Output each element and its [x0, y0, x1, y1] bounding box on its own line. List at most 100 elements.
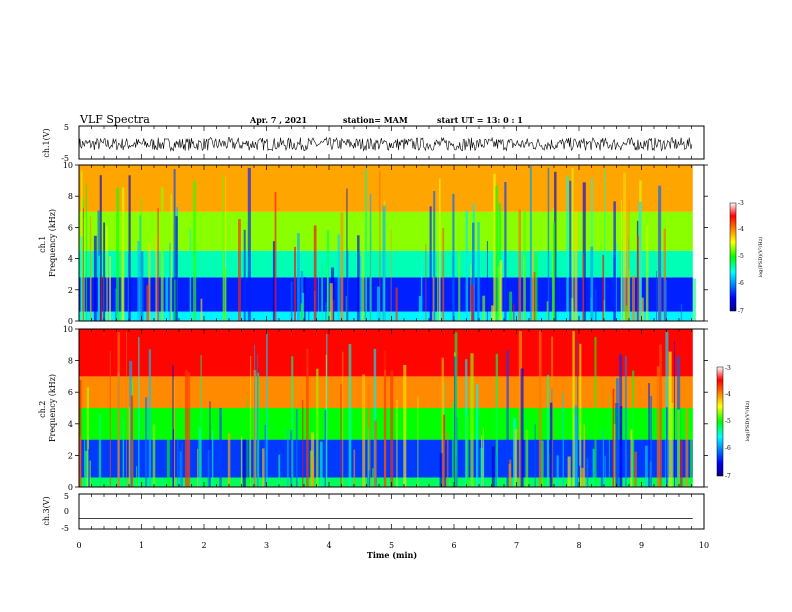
frequency-tick-label: 10 [63, 325, 73, 334]
spectrogram-streak [546, 301, 549, 321]
ch1-spectrogram-panel: 0 2 4 6 8 10 ch.1 Frequency (kHz) -3 -4 -5 -6… [38, 161, 764, 326]
spectrogram-streak [240, 436, 243, 487]
spectrogram-streak [193, 181, 197, 321]
spectrogram-streak [189, 228, 192, 321]
time-tick-label: 8 [576, 541, 581, 550]
spectrogram-streak [491, 305, 494, 321]
spectrogram-streak [499, 260, 503, 321]
spectrogram-streak [493, 173, 496, 321]
spectrogram-streak [207, 450, 211, 487]
spectrogram-streak [140, 251, 144, 321]
spectrogram-streak [103, 222, 105, 321]
spectrogram-streak [608, 393, 610, 487]
spectrogram-streak [518, 209, 521, 321]
spectrogram-streak [126, 331, 127, 487]
spectrogram-streak [482, 427, 484, 487]
spectrogram-streak [582, 182, 586, 321]
spectrogram-streak [223, 268, 227, 321]
ch1-colorbar-tick-m7: -7 [738, 308, 744, 315]
spectrogram-streak [379, 170, 381, 321]
spectrogram-streak [198, 427, 201, 487]
spectrogram-streak [437, 250, 439, 321]
spectrogram-streak [262, 448, 265, 487]
spectrogram-streak [600, 455, 603, 487]
ch1-spectrogram-ylabel: ch.1 Frequency (kHz) [38, 209, 57, 277]
station-label: station= MAM [343, 115, 408, 125]
spectrogram-streak [470, 285, 474, 321]
spectrogram-streak [137, 241, 141, 321]
spectrogram-streak [152, 424, 156, 487]
frequency-tick-label: 2 [68, 286, 73, 295]
spectrogram-streak [674, 341, 675, 487]
spectrogram-streak [541, 440, 544, 487]
spectrogram-streak [177, 437, 179, 487]
spectrogram-streak [294, 246, 296, 321]
ch1-spectrogram-bands [79, 165, 693, 321]
spectrogram-streak [83, 217, 85, 321]
spectrogram-streak [242, 439, 246, 487]
spectrogram-streak [136, 466, 138, 487]
spectrogram-streak [586, 458, 589, 487]
spectrogram-streak [353, 449, 356, 487]
spectrogram-streak [169, 242, 172, 321]
spectrogram-streak [594, 289, 597, 321]
spectrogram-streak [266, 332, 268, 487]
spectrogram-streak [308, 293, 310, 321]
frequency-tick-label: 8 [68, 192, 73, 201]
spectrogram-streak [100, 275, 103, 321]
spectrogram-streak [470, 353, 474, 487]
spectrogram-streak [326, 333, 328, 487]
spectrogram-streak [594, 337, 597, 487]
frequency-tick-label: 6 [68, 223, 73, 232]
spectrogram-streak [85, 183, 87, 321]
spectrogram-streak [465, 210, 469, 321]
ch2-colorbar-label: log(PSD)(V²/Hz) [744, 401, 751, 442]
spectrogram-streak [650, 395, 653, 487]
spectrogram-streak [612, 388, 615, 487]
spectrogram-streak [172, 429, 174, 487]
ch2-colorbar-tick-m7: -7 [725, 473, 731, 480]
time-tick-label: 4 [326, 541, 331, 550]
spectrogram-streak [638, 201, 642, 321]
time-axis-ticks [78, 126, 705, 529]
spectrogram-streak [590, 246, 594, 321]
spectrogram-streak [326, 230, 330, 321]
spectrogram-streak [211, 430, 214, 487]
spectrogram-streak [374, 420, 377, 487]
spectrogram-streak [602, 255, 605, 321]
frequency-tick-label: 0 [68, 483, 73, 492]
spectrogram-streak [604, 168, 606, 321]
spectrogram-streak [317, 249, 319, 321]
spectrogram-streak [619, 406, 623, 487]
spectrogram-streak [534, 252, 538, 321]
spectrogram-streak [109, 255, 111, 321]
frequency-tick-label: 2 [68, 451, 73, 460]
spectrogram-streak [429, 206, 432, 321]
spectrogram-streak [495, 454, 497, 487]
spectrogram-streak [116, 187, 120, 321]
spectrogram-streak [476, 384, 479, 487]
spectrogram-streak [534, 424, 536, 487]
ch1-colorbar-scale [729, 202, 737, 312]
spectrogram-streak [439, 453, 443, 487]
time-tick-label: 0 [76, 541, 81, 550]
spectrogram-streak [632, 370, 635, 487]
spectrogram-streak [613, 201, 616, 321]
spectrogram-streak [616, 378, 619, 487]
spectrogram-streak [157, 208, 159, 321]
spectrogram-streak [337, 234, 340, 321]
spectrogram-streak [671, 403, 674, 487]
frequency-tick-label: 6 [68, 388, 73, 397]
spectrogram-streak [447, 432, 449, 487]
spectrogram-streak [383, 350, 387, 487]
spectrogram-streak [452, 401, 454, 487]
spectrogram-streak [79, 379, 82, 487]
time-tick-label: 1 [139, 541, 144, 550]
spectrogram-streak [130, 395, 134, 487]
spectrogram-streak [621, 200, 623, 321]
spectrogram-streak [342, 351, 344, 487]
ch1-ylabel: ch.1(V) [42, 128, 51, 157]
spectrogram-streak [99, 175, 102, 321]
spectrogram-streak [359, 256, 362, 321]
